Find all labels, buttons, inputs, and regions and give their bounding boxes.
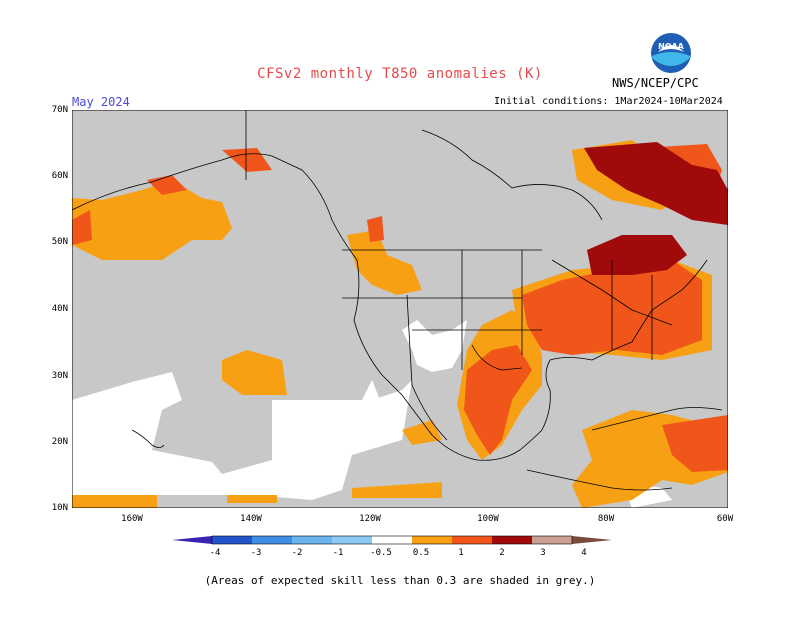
white-area-texas — [362, 380, 382, 420]
anomaly-texas-red — [464, 345, 532, 455]
colorbar-swatch — [412, 536, 452, 544]
colorbar-label: -3 — [250, 548, 262, 558]
initial-conditions: Initial conditions: 1Mar2024-10Mar2024 — [494, 96, 723, 107]
colorbar-label: -0.5 — [370, 548, 392, 558]
lat-label: 60N — [51, 171, 68, 181]
colorbar-label: 2 — [499, 548, 505, 558]
lon-label: 120W — [359, 514, 381, 524]
lat-label: 20N — [51, 437, 68, 447]
lon-label: 140W — [240, 514, 262, 524]
anomaly-alaska-red — [72, 210, 92, 245]
anomaly-south-pacific — [72, 482, 442, 508]
coastlines — [72, 110, 723, 491]
anomaly-quebec-darkred — [584, 142, 728, 225]
anomaly-atlantic-red — [662, 415, 728, 472]
anomaly-pacific-mid — [222, 350, 287, 395]
colorbar-swatch — [292, 536, 332, 544]
colorbar-label: -4 — [209, 548, 221, 558]
lat-label: 50N — [51, 237, 68, 247]
lon-label: 80W — [597, 514, 615, 524]
colorbar-arrow-left — [172, 536, 212, 544]
white-area-mexico — [402, 320, 467, 372]
lat-label: 70N — [51, 105, 68, 115]
noaa-logo: NOAA — [651, 33, 691, 73]
colorbar-label: -1 — [332, 548, 344, 558]
lat-label: 10N — [51, 503, 68, 513]
lon-label: 160W — [121, 514, 143, 524]
colorbar-label: 1 — [458, 548, 464, 558]
white-area-pacific — [72, 372, 412, 500]
anomaly-map — [72, 110, 728, 508]
colorbar-label: 3 — [540, 548, 546, 558]
chart-title: CFSv2 monthly T850 anomalies (K) — [257, 66, 543, 82]
colorbar-swatch — [332, 536, 372, 544]
colorbar-swatch — [252, 536, 292, 544]
colorbar-arrow-right — [572, 536, 612, 544]
footnote: (Areas of expected skill less than 0.3 a… — [204, 574, 596, 587]
lat-label: 40N — [51, 304, 68, 314]
anomaly-alaska-west — [72, 180, 232, 260]
lat-label: 30N — [51, 371, 68, 381]
colorbar-label: 4 — [581, 548, 587, 558]
color-legend — [172, 535, 612, 545]
colorbar-swatch — [532, 536, 572, 544]
colorbar-swatch — [372, 536, 412, 544]
colorbar-swatch — [492, 536, 532, 544]
agency-label: NWS/NCEP/CPC — [612, 76, 699, 90]
lon-label: 60W — [716, 514, 734, 524]
forecast-month: May 2024 — [72, 95, 130, 109]
lon-label: 100W — [477, 514, 499, 524]
colorbar-swatch — [452, 536, 492, 544]
anomaly-bc-red — [367, 216, 384, 242]
anomaly-nw-canada — [347, 230, 422, 295]
colorbar-swatch — [212, 536, 252, 544]
anomaly-mexico-gulf — [402, 420, 442, 445]
colorbar-label: -2 — [291, 548, 303, 558]
colorbar-label: 0.5 — [412, 548, 430, 558]
logo-text: NOAA — [658, 42, 684, 51]
